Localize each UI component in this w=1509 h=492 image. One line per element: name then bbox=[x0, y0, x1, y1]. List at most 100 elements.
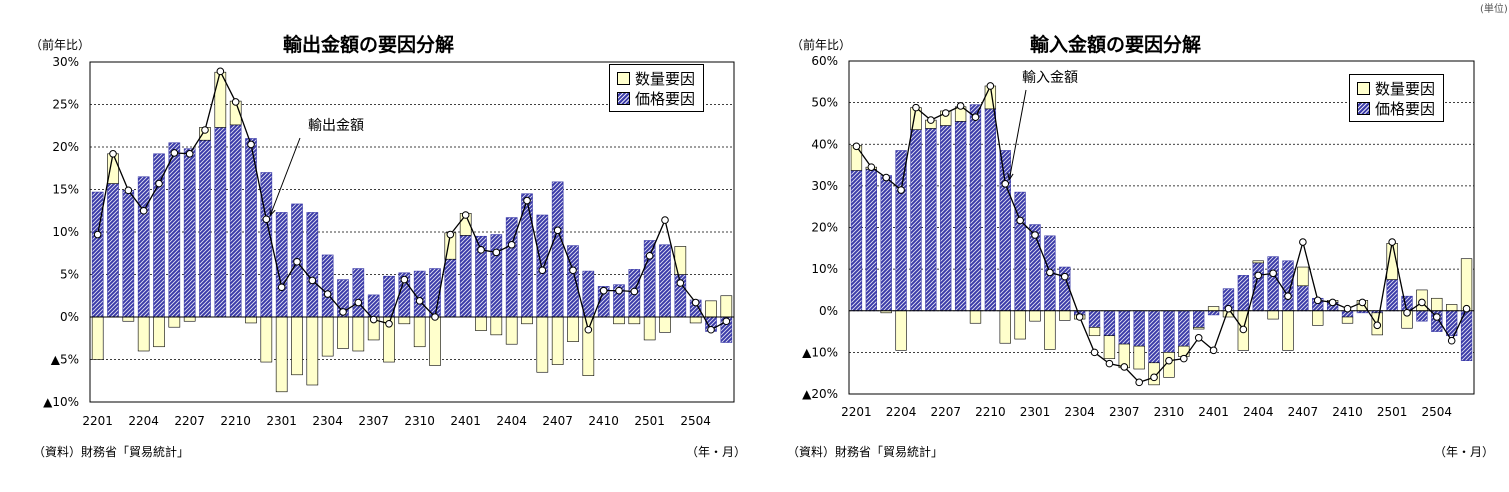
volume-factor-bar bbox=[398, 316, 411, 325]
total-marker bbox=[722, 317, 731, 326]
price-factor-bar bbox=[1103, 310, 1116, 337]
total-marker bbox=[971, 113, 980, 121]
y-tick-label: ▲20% bbox=[802, 387, 838, 401]
price-factor-bar bbox=[490, 234, 503, 318]
volume-factor-bar bbox=[628, 316, 641, 325]
total-marker bbox=[1313, 296, 1322, 305]
total-marker bbox=[477, 246, 485, 254]
annotation-arrowhead bbox=[269, 208, 276, 217]
x-tick-label: 2504 bbox=[1422, 405, 1453, 419]
total-marker bbox=[956, 102, 965, 110]
volume-factor-bar bbox=[643, 316, 656, 341]
price-factor-bar bbox=[1118, 310, 1130, 345]
price-factor-bar bbox=[260, 172, 273, 318]
total-marker bbox=[400, 275, 409, 284]
price-factor-bar bbox=[969, 104, 982, 312]
total-marker bbox=[293, 257, 301, 266]
volume-factor-bar bbox=[260, 316, 273, 363]
volume-factor-bar bbox=[91, 316, 104, 360]
total-marker bbox=[882, 173, 891, 182]
total-marker bbox=[1209, 346, 1218, 355]
volume-factor-bar bbox=[720, 295, 733, 318]
x-tick-label: 2310 bbox=[404, 414, 435, 428]
total-marker bbox=[277, 283, 286, 292]
price-factor-bar bbox=[659, 244, 671, 318]
legend-item-price: 価格要因 bbox=[1357, 98, 1435, 118]
total-marker bbox=[415, 297, 424, 305]
y-tick-label: 0% bbox=[819, 304, 838, 318]
x-tick-label: 2210 bbox=[975, 405, 1006, 419]
y-tick-label: ▲5% bbox=[51, 353, 79, 367]
y-tick-label: 30% bbox=[52, 55, 79, 69]
volume-factor-bar bbox=[1312, 310, 1324, 326]
volume-factor-bar bbox=[505, 316, 518, 345]
volume-factor-bar bbox=[536, 316, 549, 373]
x-tick-label: 2201 bbox=[82, 414, 113, 428]
total-marker bbox=[1373, 321, 1382, 330]
total-marker bbox=[507, 240, 516, 249]
total-marker bbox=[1135, 378, 1143, 387]
y-tick-label: 0% bbox=[60, 310, 79, 324]
total-marker bbox=[707, 325, 715, 334]
total-marker bbox=[1224, 304, 1233, 313]
corner-mark: (単位) bbox=[1480, 4, 1508, 15]
total-marker bbox=[93, 230, 102, 239]
x-tick-label: 2301 bbox=[1020, 405, 1051, 419]
total-marker bbox=[139, 206, 148, 215]
price-factor-bar bbox=[1193, 310, 1205, 328]
price-factor-bar bbox=[865, 168, 877, 312]
volume-factor-bar bbox=[306, 316, 319, 386]
price-factor-bar bbox=[1297, 285, 1309, 312]
x-tick-label: 2407 bbox=[542, 414, 573, 428]
price-factor-bar bbox=[367, 294, 380, 318]
price-factor-bar bbox=[275, 212, 288, 318]
total-marker bbox=[912, 103, 920, 112]
total-marker bbox=[645, 252, 654, 260]
volume-factor-bar bbox=[122, 316, 135, 322]
x-tick-label: 2310 bbox=[1154, 405, 1185, 419]
total-marker bbox=[1031, 231, 1039, 239]
export-chart-panel: 輸出金額の要因分解 （前年比） 30% 25% 20% 15% 10% 5% 0% ▲5% ▲1… bbox=[0, 0, 754, 492]
volume-factor-bar bbox=[1446, 304, 1458, 312]
price-factor-bar bbox=[910, 129, 922, 312]
total-marker bbox=[1239, 325, 1248, 334]
volume-factor-bar bbox=[999, 310, 1011, 344]
total-marker bbox=[1060, 272, 1069, 281]
total-marker bbox=[124, 186, 133, 195]
price-factor-bar bbox=[1386, 279, 1398, 312]
price-factor-bar bbox=[214, 127, 227, 318]
import-chart-plot: 60% 50% 40% 30% 20% 10% 0% ▲10% ▲20%2201 2204 2207… bbox=[802, 54, 1475, 419]
price-factor-bar bbox=[536, 214, 549, 318]
total-marker bbox=[1090, 348, 1099, 357]
price-factor-bar bbox=[168, 142, 181, 318]
volume-factor-bar bbox=[551, 316, 564, 365]
y-tick-label: 15% bbox=[52, 183, 79, 197]
annotation-label: 輸入金額 bbox=[1022, 70, 1078, 86]
total-marker bbox=[247, 140, 255, 149]
y-tick-label: 20% bbox=[52, 140, 79, 154]
volume-factor-bar bbox=[429, 316, 441, 366]
x-tick-label: 2207 bbox=[930, 405, 961, 419]
total-marker bbox=[201, 126, 209, 134]
price-factor-bar bbox=[1282, 260, 1294, 312]
x-tick-label: 2201 bbox=[841, 405, 872, 419]
y-tick-label: 60% bbox=[811, 54, 838, 68]
total-marker bbox=[385, 320, 393, 328]
volume-factor-bar bbox=[674, 246, 687, 275]
total-marker bbox=[927, 116, 935, 124]
price-factor-bar bbox=[984, 108, 997, 312]
total-marker bbox=[185, 150, 194, 158]
volume-factor-bar bbox=[895, 310, 907, 351]
legend-item-volume: 数量要因 bbox=[617, 68, 695, 88]
price-factor-bar bbox=[91, 191, 104, 318]
volume-factor-bar bbox=[1029, 310, 1041, 322]
volume-factor-bar bbox=[1103, 335, 1116, 359]
annotation-label: 輸出金額 bbox=[308, 118, 364, 134]
total-marker bbox=[986, 82, 995, 90]
annotation-arrow bbox=[269, 137, 301, 216]
total-marker bbox=[1075, 313, 1084, 321]
volume-factor-bar bbox=[137, 316, 150, 352]
price-factor-bar bbox=[1237, 275, 1250, 312]
price-factor-bar bbox=[183, 148, 196, 318]
x-tick-label: 2410 bbox=[588, 414, 619, 428]
